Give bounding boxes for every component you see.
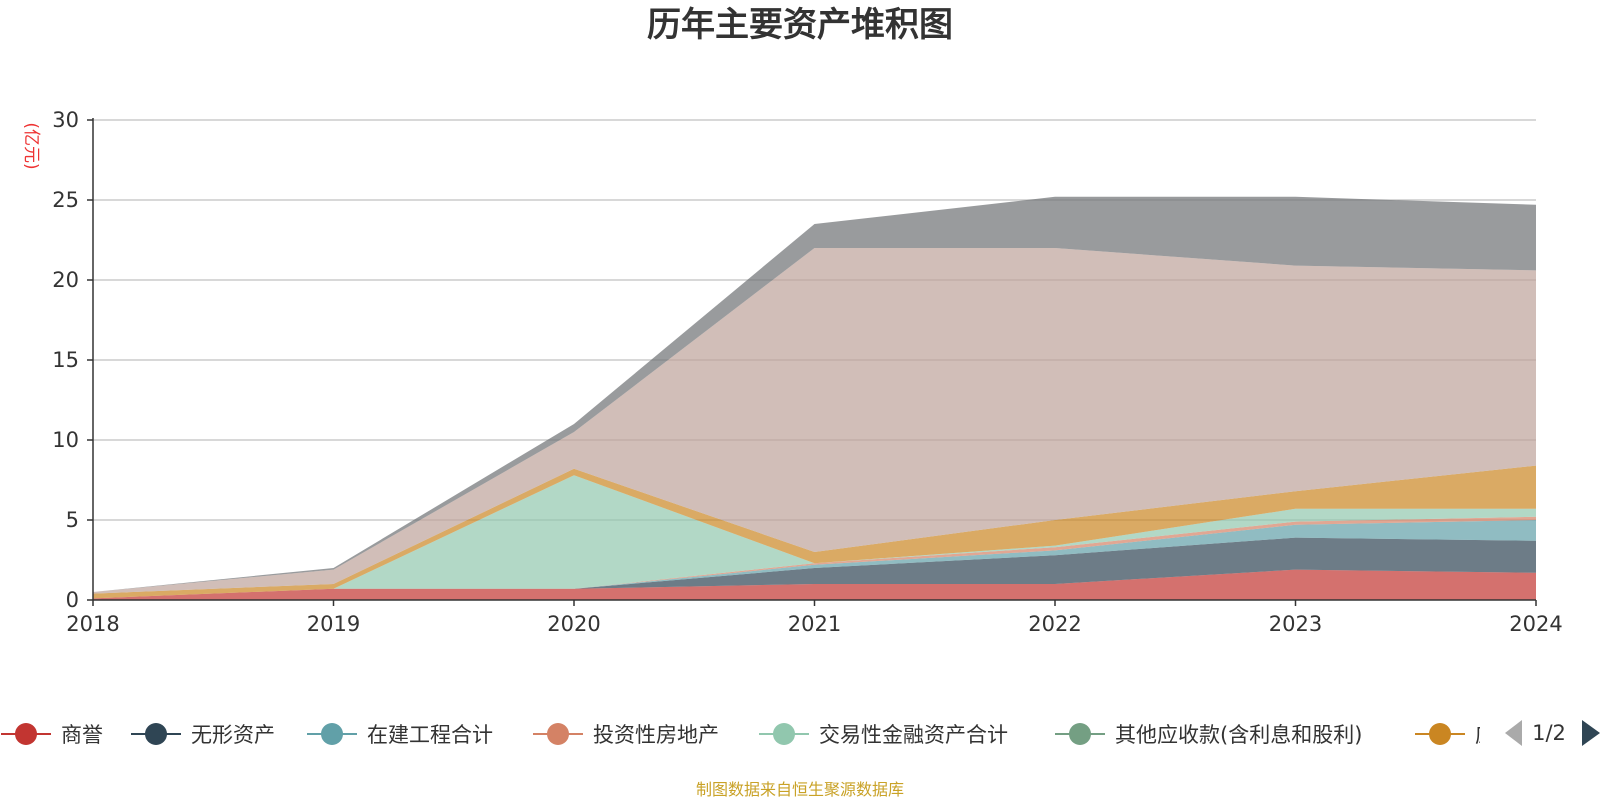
y-tick-label: 15 xyxy=(52,348,79,372)
area-series xyxy=(93,520,1536,599)
legend-label: 其他应收款(含利息和股利) xyxy=(1115,723,1362,747)
legend-item[interactable]: 投资性房地产 xyxy=(533,723,719,747)
x-tick-label: 2021 xyxy=(788,612,841,636)
legend-prev-icon[interactable] xyxy=(1505,720,1522,746)
y-axis-unit-label: (亿元) xyxy=(21,122,41,169)
legend-pager: 1/2 xyxy=(1505,720,1600,746)
chart-title: 历年主要资产堆积图 xyxy=(647,5,953,45)
data-source-note: 制图数据来自恒生聚源数据库 xyxy=(696,780,904,799)
legend-marker-icon xyxy=(1069,723,1091,745)
legend-item[interactable]: 商誉 xyxy=(1,723,103,747)
x-tick-label: 2022 xyxy=(1028,612,1081,636)
legend-label: 在建工程合计 xyxy=(367,723,493,747)
legend-label: 无形资产 xyxy=(191,723,275,747)
x-tick-label: 2024 xyxy=(1509,612,1562,636)
legend-marker-icon xyxy=(773,723,795,745)
area-layer xyxy=(93,196,1536,600)
legend-marker-icon xyxy=(321,723,343,745)
x-tick-label: 2019 xyxy=(307,612,360,636)
area-series xyxy=(93,475,1536,599)
y-tick-label: 10 xyxy=(52,428,79,452)
legend-label: 应 xyxy=(1475,723,1496,747)
legend-next-icon[interactable] xyxy=(1582,720,1600,746)
legend[interactable]: 商誉 无形资产 在建工程合计 投资性房地产 交易性金融资产合计 其他应收款(含利息和股利)… xyxy=(1,723,1496,747)
y-tick-label: 25 xyxy=(52,188,79,212)
legend-label: 投资性房地产 xyxy=(593,723,719,747)
area-series xyxy=(93,569,1536,600)
area-series xyxy=(93,196,1536,593)
legend-item[interactable]: 在建工程合计 xyxy=(307,723,493,747)
legend-item[interactable]: 其他应收款(含利息和股利) xyxy=(1055,723,1362,747)
y-tick-label: 20 xyxy=(52,268,79,292)
area-series xyxy=(93,248,1536,594)
legend-item[interactable]: 交易性金融资产合计 xyxy=(759,723,1008,747)
legend-item[interactable]: 应 xyxy=(1415,723,1496,747)
x-tick-label: 2018 xyxy=(66,612,119,636)
x-tick-label: 2020 xyxy=(547,612,600,636)
legend-page-indicator: 1/2 xyxy=(1532,721,1566,745)
area-series xyxy=(93,516,1536,599)
legend-items: 商誉 无形资产 在建工程合计 投资性房地产 交易性金融资产合计 其他应收款(含利息和股利)… xyxy=(1,723,1496,747)
legend-marker-icon xyxy=(145,723,167,745)
legend-label: 交易性金融资产合计 xyxy=(819,723,1008,747)
axis-layer: 0 5 10 15 20 25 30 2018 2019 2020 2021 2022 2023 2024 xyxy=(52,108,1562,636)
y-tick-label: 5 xyxy=(66,508,79,532)
y-tick-label: 30 xyxy=(52,108,79,132)
legend-item[interactable]: 无形资产 xyxy=(131,723,275,747)
x-tick-label: 2023 xyxy=(1269,612,1322,636)
legend-marker-icon xyxy=(1429,723,1451,745)
legend-label: 商誉 xyxy=(61,723,103,747)
legend-marker-icon xyxy=(547,723,569,745)
legend-marker-icon xyxy=(15,723,37,745)
y-tick-label: 0 xyxy=(66,588,79,612)
